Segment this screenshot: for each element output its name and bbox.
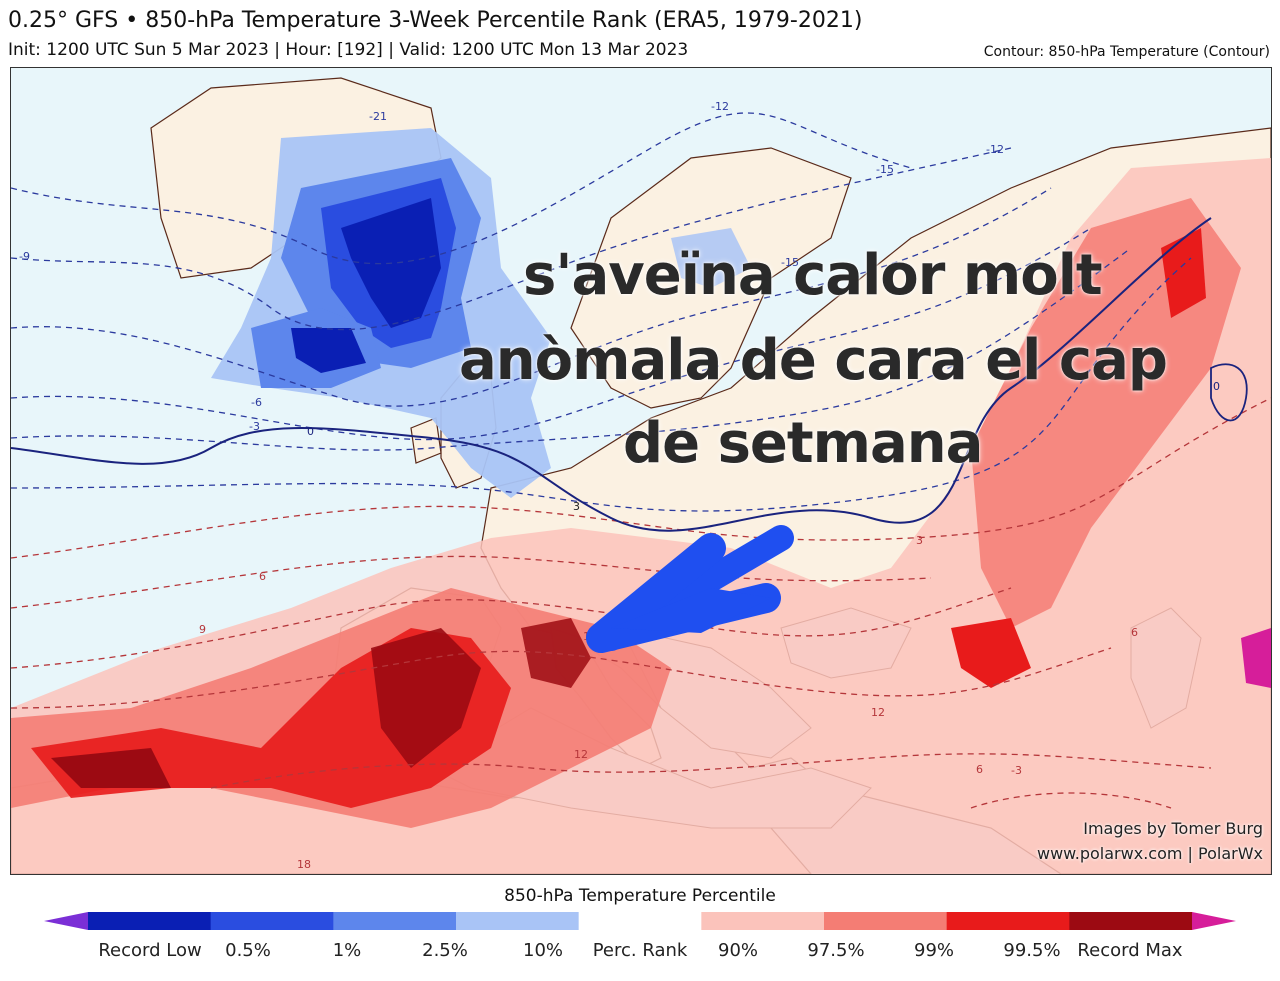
legend-label: 99.5% — [1003, 940, 1061, 961]
legend-labels: Record Low 0.5% 1% 2.5% 10% Perc. Rank 90% 97.5… — [0, 940, 1280, 968]
legend-label: Record Max — [1077, 940, 1183, 961]
legend-swatch — [210, 912, 334, 930]
legend-swatch — [824, 912, 948, 930]
contour-label: 3 — [573, 500, 580, 513]
legend-swatch-record-low — [44, 912, 88, 930]
legend-label: Perc. Rank — [592, 940, 688, 961]
contour-label: 9 — [199, 623, 206, 636]
map-canvas: -21 -12 -15 -12 -15 -9 -6 -3 0 3 6 9 12 … — [11, 68, 1271, 874]
ireland — [410, 417, 442, 464]
contour-label: 0 — [1213, 380, 1220, 393]
legend-swatch-record-max — [1192, 912, 1236, 930]
contour-label: 18 — [297, 858, 311, 871]
weather-map: -21 -12 -15 -12 -15 -9 -6 -3 0 3 6 9 12 … — [10, 67, 1272, 875]
contour-label: -21 — [369, 110, 387, 123]
contour-label: -9 — [19, 250, 30, 263]
legend-colorbar — [44, 912, 1236, 930]
map-subtitle: Init: 1200 UTC Sun 5 Mar 2023 | Hour: [1… — [8, 40, 689, 60]
legend-title: 850-hPa Temperature Percentile — [504, 886, 776, 906]
contour-label: 3 — [916, 534, 923, 547]
contour-labels: -21 -12 -15 -12 -15 -9 -6 -3 0 3 6 9 12 … — [19, 100, 1220, 871]
legend-label: 1% — [332, 940, 362, 961]
contour-note: Contour: 850-hPa Temperature (Contour) — [983, 44, 1270, 60]
credit-website[interactable]: www.polarwx.com | PolarWx — [1036, 844, 1263, 863]
contour-label: -3 — [249, 420, 260, 433]
contour-label: -12 — [986, 143, 1004, 156]
warm-anomaly-shading — [11, 158, 1271, 874]
contour-label: 12 — [574, 748, 588, 761]
contour-label: 12 — [871, 706, 885, 719]
contour-label: -15 — [781, 256, 799, 269]
legend-swatch — [1069, 912, 1193, 930]
contour-label: 6 — [1131, 626, 1138, 639]
contour-label: -3 — [1011, 764, 1022, 777]
legend-swatches — [44, 912, 1236, 930]
legend-label: Record Low — [98, 940, 202, 961]
contour-label: -6 — [251, 396, 262, 409]
contour-label: 0 — [307, 425, 314, 438]
legend-label: 97.5% — [807, 940, 865, 961]
legend-label: 10% — [522, 940, 564, 961]
overlay-caption-line-1: s'aveïna calor molt — [523, 243, 1103, 308]
overlay-caption-line-2: anòmala de cara el cap — [459, 328, 1168, 393]
contour-label: 6 — [976, 763, 983, 776]
legend-swatch — [946, 912, 1070, 930]
contour-label: 6 — [259, 570, 266, 583]
zero-degree-contour — [11, 217, 1212, 532]
legend-swatch — [701, 912, 825, 930]
overlay-caption-line-3: de setmana — [623, 411, 983, 476]
map-title: 0.25° GFS • 850-hPa Temperature 3-Week P… — [8, 8, 863, 33]
credit-author: Images by Tomer Burg — [1083, 819, 1263, 838]
contour-label: -15 — [876, 163, 894, 176]
legend-label: 99% — [913, 940, 955, 961]
legend-label: 0.5% — [225, 940, 271, 961]
legend-label: 2.5% — [422, 940, 468, 961]
legend-swatch — [578, 912, 702, 930]
legend-swatch — [456, 912, 580, 930]
legend-swatch — [88, 912, 212, 930]
temperature-contours — [11, 112, 1271, 809]
legend-label: 90% — [717, 940, 759, 961]
zero-degree-contour-loop — [1210, 363, 1248, 422]
contour-label: -12 — [711, 100, 729, 113]
arrow-down-left-icon — [586, 525, 794, 653]
legend-swatch — [333, 912, 457, 930]
